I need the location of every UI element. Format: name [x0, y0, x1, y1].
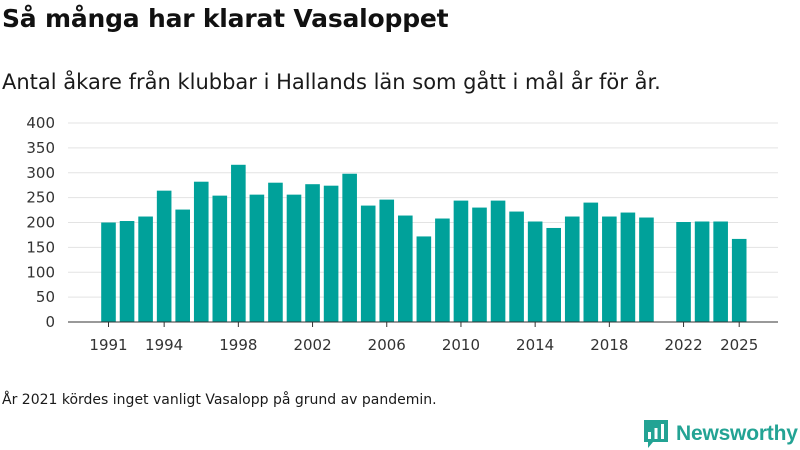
- x-tick-label-2022: 2022: [664, 336, 702, 354]
- bar-1994: [156, 190, 172, 322]
- bar-2008: [416, 236, 432, 322]
- bar-1992: [119, 221, 135, 322]
- bar-2003: [323, 185, 339, 322]
- bar-1996: [193, 181, 209, 322]
- bar-2005: [360, 205, 376, 322]
- x-tick-label-2006: 2006: [368, 336, 406, 354]
- bar-2000: [268, 182, 283, 322]
- newsworthy-logo-icon: [644, 420, 668, 448]
- y-tick-label-100: 100: [26, 263, 55, 281]
- y-tick-label-150: 150: [26, 238, 55, 256]
- y-tick-label-350: 350: [26, 139, 55, 157]
- bar-1997: [212, 195, 228, 322]
- bar-2020: [639, 217, 654, 322]
- bar-2025: [731, 238, 747, 322]
- bar-2016: [564, 216, 580, 322]
- x-axis-tick-labels: 1991 1994 1998 2002 2006 2010 2014 2018 2022 2025: [89, 336, 758, 354]
- bar-2024: [713, 221, 728, 322]
- footnote: År 2021 kördes inget vanligt Vasalopp på…: [2, 392, 437, 408]
- x-tick-label-1991: 1991: [89, 336, 127, 354]
- y-tick-label-50: 50: [36, 288, 55, 306]
- bar-2006: [379, 199, 395, 322]
- bar-2023: [694, 221, 710, 322]
- bar-2002: [305, 184, 320, 322]
- y-tick-label-250: 250: [26, 189, 55, 207]
- y-tick-label-300: 300: [26, 164, 55, 182]
- bar-2018: [602, 216, 617, 322]
- x-tick-label-2002: 2002: [293, 336, 331, 354]
- bar-2019: [620, 212, 636, 322]
- y-tick-label-400: 400: [26, 114, 55, 132]
- bar-1995: [175, 209, 190, 322]
- bar-2013: [509, 211, 524, 322]
- bar-2010: [453, 200, 469, 322]
- bar-chart: 0 50 100 150 200 250 300 350 400 1991 1994 1998 200…: [26, 114, 778, 354]
- chart-subtitle: Antal åkare från klubbar i Hallands län …: [2, 70, 661, 94]
- bar-2012: [490, 200, 506, 322]
- x-tick-label-2014: 2014: [516, 336, 554, 354]
- x-tick-label-2025: 2025: [720, 336, 758, 354]
- y-tick-label-200: 200: [26, 214, 55, 232]
- bar-1999: [249, 194, 265, 322]
- y-axis-tick-labels: 0 50 100 150 200 250 300 350 400: [26, 114, 55, 331]
- bar-1991: [101, 222, 116, 322]
- bar-2022: [676, 222, 691, 322]
- bar-2009: [435, 218, 450, 322]
- bar-2011: [472, 207, 487, 322]
- bar-2017: [583, 202, 599, 322]
- x-tick-label-1998: 1998: [219, 336, 257, 354]
- bar-2015: [546, 227, 561, 322]
- brand-name: Newsworthy: [676, 422, 798, 445]
- x-tick-label-1994: 1994: [145, 336, 183, 354]
- bars: [101, 164, 747, 322]
- bar-2001: [286, 194, 302, 322]
- axes: [68, 321, 778, 327]
- bar-2014: [527, 221, 543, 322]
- bar-2004: [342, 173, 357, 322]
- bar-1993: [138, 216, 153, 322]
- x-tick-label-2010: 2010: [442, 336, 480, 354]
- y-tick-label-0: 0: [45, 313, 55, 331]
- x-tick-label-2018: 2018: [590, 336, 628, 354]
- chart-title: Så många har klarat Vasaloppet: [2, 4, 449, 33]
- bar-1998: [231, 164, 246, 322]
- newsworthy-logo[interactable]: Newsworthy: [644, 420, 798, 448]
- bar-2007: [398, 215, 413, 322]
